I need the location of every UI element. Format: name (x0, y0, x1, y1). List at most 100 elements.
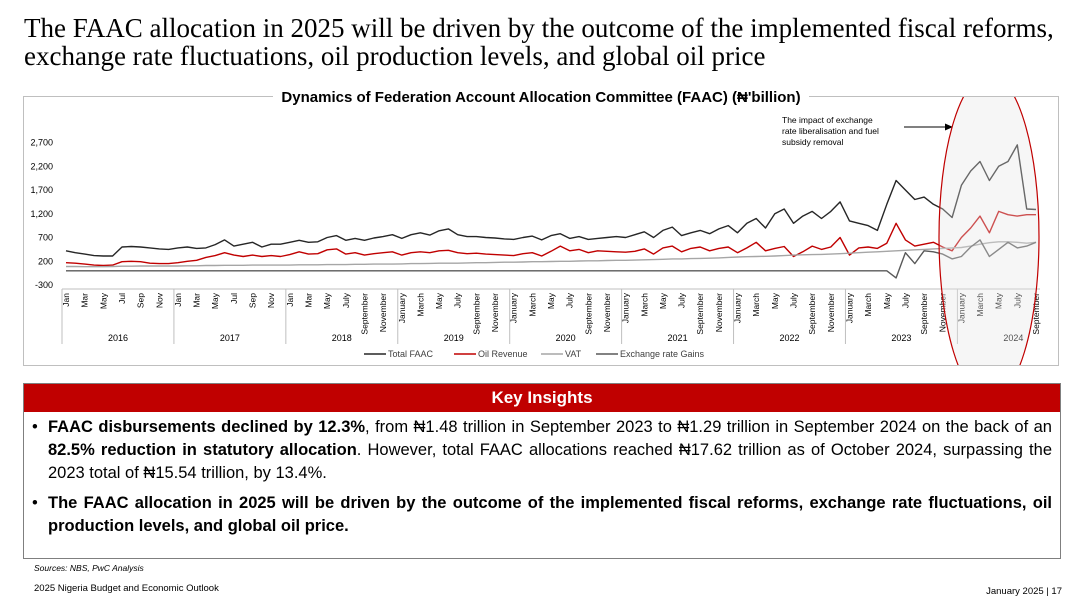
x-tick-label: Sep (248, 293, 258, 308)
y-tick-label: 700 (38, 233, 53, 243)
x-tick-label: Nov (266, 292, 276, 308)
year-label: 2022 (779, 333, 799, 343)
x-tick-label: March (415, 293, 425, 317)
highlight-ellipse (938, 97, 1040, 365)
x-tick-label: September (471, 293, 481, 335)
x-tick-label: Mar (80, 293, 90, 308)
insight-text: , from ₦1.48 trillion in September 2023 … (365, 418, 1052, 436)
x-tick-label: September (807, 293, 817, 335)
x-tick-label: Jan (61, 293, 71, 307)
year-label: 2017 (220, 333, 240, 343)
x-tick-label: July (453, 292, 463, 308)
y-tick-label: 2,200 (30, 161, 53, 171)
year-label: 2019 (444, 333, 464, 343)
key-insights-header: Key Insights (24, 384, 1060, 412)
x-tick-label: January (509, 292, 519, 323)
chart-title: Dynamics of Federation Account Allocatio… (273, 89, 809, 106)
insight-bold-text: 82.5% reduction in statutory allocation (48, 441, 357, 459)
x-tick-label: Jan (173, 293, 183, 307)
x-tick-label: May (98, 292, 108, 309)
x-tick-label: September (919, 293, 929, 335)
footer-page-number: January 2025 | 17 (986, 586, 1062, 597)
series-line (65, 144, 1037, 257)
x-tick-label: July (677, 292, 687, 308)
y-tick-label: 1,200 (30, 209, 53, 219)
footer-report-name: 2025 Nigeria Budget and Economic Outlook (34, 583, 219, 594)
x-tick-label: July (900, 292, 910, 308)
x-tick-label: March (751, 293, 761, 317)
x-tick-label: March (863, 293, 873, 317)
insight-bold-text: FAAC disbursements declined by 12.3% (48, 418, 366, 436)
x-tick-label: September (695, 293, 705, 335)
x-tick-label: January (956, 292, 966, 323)
insight-bold-text: The FAAC allocation in 2025 will be driv… (48, 494, 1052, 535)
y-tick-label: -300 (35, 280, 53, 290)
x-tick-label: May (210, 292, 220, 309)
legend-label: VAT (565, 349, 582, 359)
x-tick-label: July (1012, 292, 1022, 308)
year-label: 2016 (108, 333, 128, 343)
y-tick-label: 200 (38, 256, 53, 266)
faac-chart: -300 200 700 1,200 1,700 2,200 2,700 Jan Mar May J… (23, 89, 1059, 366)
y-tick-label: 2,700 (30, 138, 53, 148)
x-tick-label: November (826, 293, 836, 332)
x-tick-label: May (770, 292, 780, 309)
x-tick-label: November (938, 293, 948, 332)
insight-text: . However, total FAAC allocations reache… (48, 441, 1052, 482)
x-tick-label: January (397, 292, 407, 323)
year-label: 2021 (668, 333, 688, 343)
x-tick-label: March (975, 293, 985, 317)
legend-label: Oil Revenue (478, 349, 528, 359)
year-label: 2024 (1003, 333, 1023, 343)
legend-label: Exchange rate Gains (620, 349, 705, 359)
series-line (65, 210, 1036, 267)
series-line (66, 239, 1037, 279)
page-title: The FAAC allocation in 2025 will be driv… (24, 13, 1054, 71)
chart-plot: -300 200 700 1,200 1,700 2,200 2,700 Jan Mar May J… (30, 97, 1041, 365)
x-tick-label: Mar (192, 293, 202, 308)
year-label: 2018 (332, 333, 352, 343)
x-tick-label: May (546, 292, 556, 309)
x-tick-label: March (639, 293, 649, 317)
x-tick-label: Nov (154, 292, 164, 308)
x-tick-label: Jul (229, 293, 239, 304)
year-label: 2020 (556, 333, 576, 343)
x-tick-label: May (994, 292, 1004, 309)
x-tick-label: July (341, 292, 351, 308)
x-tick-label: January (621, 292, 631, 323)
x-tick-label: May (882, 292, 892, 309)
x-tick-label: January (844, 292, 854, 323)
annotation-text: rate liberalisation and fuel (782, 126, 879, 136)
x-tick-label: March (527, 293, 537, 317)
x-tick-label: May (658, 292, 668, 309)
annotation-arrowhead (945, 123, 953, 131)
x-tick-label: Mar (304, 293, 314, 308)
legend-label: Total FAAC (388, 349, 434, 359)
x-tick-label: Jul (117, 293, 127, 304)
x-tick-label: September (1031, 293, 1041, 335)
y-tick-label: 1,700 (30, 185, 53, 195)
series-line (66, 241, 1037, 268)
insight-item: • FAAC disbursements declined by 12.3%, f… (32, 416, 1052, 485)
x-tick-label: July (789, 292, 799, 308)
x-tick-label: January (733, 292, 743, 323)
x-tick-label: September (583, 293, 593, 335)
x-tick-label: November (378, 293, 388, 332)
chart-title-wrap: Dynamics of Federation Account Allocatio… (24, 89, 1058, 107)
x-tick-label: November (490, 293, 500, 332)
year-label: 2023 (891, 333, 911, 343)
x-tick-label: July (565, 292, 575, 308)
x-tick-label: September (359, 293, 369, 335)
bullet-icon: • (32, 494, 38, 512)
x-tick-label: Sep (136, 293, 146, 308)
key-insights-list: • FAAC disbursements declined by 12.3%, f… (32, 416, 1052, 545)
bullet-icon: • (32, 418, 38, 436)
annotation-text: The impact of exchange (782, 115, 873, 125)
x-tick-label: November (714, 293, 724, 332)
insight-item: • The FAAC allocation in 2025 will be dri… (32, 492, 1052, 538)
sources-note: Sources: NBS, PwC Analysis (34, 563, 144, 573)
x-tick-label: Jan (285, 293, 295, 307)
x-tick-label: May (434, 292, 444, 309)
key-insights-panel: Key Insights • FAAC disbursements decline… (23, 383, 1061, 559)
annotation-text: subsidy removal (782, 137, 844, 147)
